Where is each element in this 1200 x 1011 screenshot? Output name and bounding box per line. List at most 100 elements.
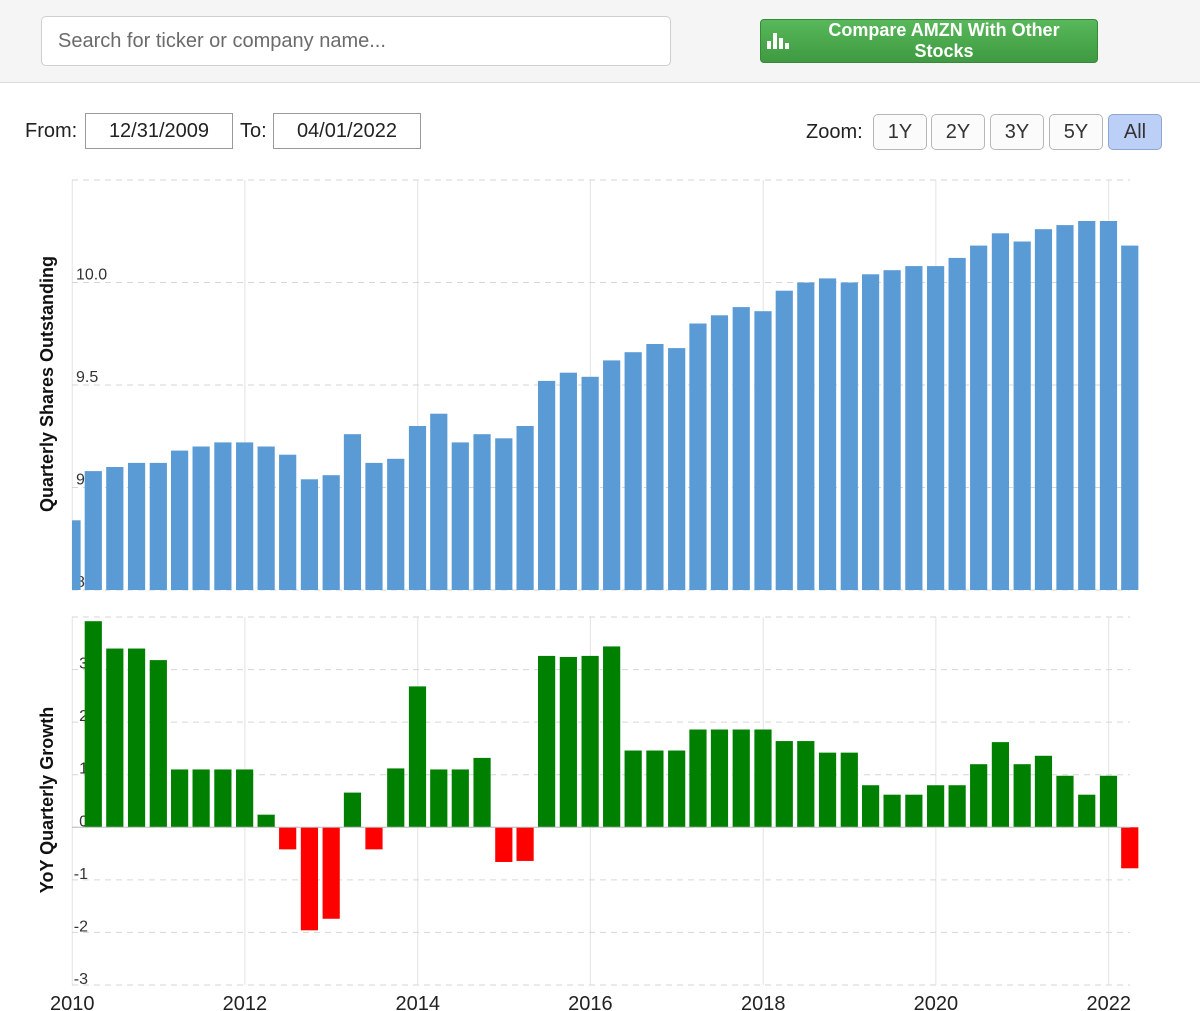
zoom-3y-button[interactable]: 3Y	[990, 114, 1044, 150]
growth-bar[interactable]	[948, 785, 966, 828]
growth-bar[interactable]	[127, 648, 146, 828]
shares-bar[interactable]	[559, 372, 577, 590]
growth-bar[interactable]	[365, 827, 383, 850]
growth-bar[interactable]	[840, 752, 858, 828]
shares-bar[interactable]	[451, 442, 469, 590]
growth-bar[interactable]	[322, 827, 340, 919]
growth-bar[interactable]	[149, 660, 167, 828]
growth-bar[interactable]	[559, 656, 577, 828]
shares-bar[interactable]	[732, 307, 750, 590]
shares-bar[interactable]	[970, 245, 988, 590]
shares-bar[interactable]	[1013, 241, 1031, 591]
growth-bar[interactable]	[451, 769, 469, 828]
zoom-2y-button[interactable]: 2Y	[931, 114, 985, 150]
shares-bar[interactable]	[797, 282, 815, 591]
growth-bar[interactable]	[905, 794, 923, 828]
growth-bar[interactable]	[408, 686, 427, 828]
growth-bar[interactable]	[775, 741, 793, 828]
shares-bar[interactable]	[775, 290, 793, 590]
compare-stocks-button[interactable]: Compare AMZN With Other Stocks	[760, 19, 1098, 63]
growth-bar[interactable]	[516, 827, 534, 861]
shares-bar[interactable]	[710, 315, 729, 590]
growth-bar[interactable]	[970, 764, 988, 828]
search-input[interactable]	[41, 16, 671, 66]
zoom-5y-button[interactable]: 5Y	[1049, 114, 1103, 150]
growth-bar[interactable]	[927, 785, 945, 828]
growth-bar[interactable]	[991, 742, 1010, 828]
growth-bar[interactable]	[603, 646, 621, 828]
growth-bar[interactable]	[754, 729, 772, 828]
growth-bar[interactable]	[192, 769, 210, 828]
to-date-input[interactable]	[273, 113, 421, 149]
shares-bar[interactable]	[948, 257, 966, 590]
growth-bar[interactable]	[170, 769, 189, 828]
shares-bar[interactable]	[689, 323, 707, 591]
shares-bar[interactable]	[668, 348, 686, 590]
growth-bar[interactable]	[214, 769, 232, 828]
shares-bar[interactable]	[840, 282, 858, 591]
shares-bar[interactable]	[927, 266, 945, 590]
shares-bar[interactable]	[516, 426, 534, 590]
shares-bar[interactable]	[279, 454, 297, 590]
shares-bar[interactable]	[387, 458, 405, 590]
growth-bar[interactable]	[473, 757, 491, 828]
shares-bar[interactable]	[192, 446, 210, 591]
growth-bar[interactable]	[430, 769, 448, 828]
shares-bar[interactable]	[408, 426, 427, 590]
shares-bar[interactable]	[257, 446, 275, 591]
growth-bar[interactable]	[710, 729, 729, 828]
growth-bar[interactable]	[1034, 755, 1053, 828]
shares-bar[interactable]	[624, 352, 642, 590]
growth-bar[interactable]	[1013, 764, 1031, 828]
growth-bar[interactable]	[581, 655, 599, 828]
growth-bar[interactable]	[646, 750, 664, 828]
shares-bar[interactable]	[603, 360, 621, 590]
shares-bar[interactable]	[127, 462, 146, 590]
shares-bar[interactable]	[1056, 225, 1074, 590]
growth-bar[interactable]	[538, 655, 556, 828]
growth-bar[interactable]	[279, 827, 297, 850]
shares-bar[interactable]	[495, 438, 513, 590]
growth-bar[interactable]	[883, 794, 901, 828]
shares-bar[interactable]	[214, 442, 232, 590]
shares-bar[interactable]	[149, 462, 167, 590]
shares-bar[interactable]	[430, 413, 448, 590]
growth-bar[interactable]	[797, 741, 815, 828]
growth-bar[interactable]	[818, 752, 837, 828]
zoom-1y-button[interactable]: 1Y	[873, 114, 927, 150]
growth-bar[interactable]	[624, 750, 642, 828]
growth-bar[interactable]	[387, 768, 405, 828]
shares-bar[interactable]	[343, 434, 362, 590]
growth-bar[interactable]	[1121, 827, 1139, 869]
shares-bar[interactable]	[818, 278, 837, 590]
from-date-input[interactable]	[85, 113, 233, 149]
shares-bar[interactable]	[170, 450, 189, 590]
growth-bar[interactable]	[495, 827, 513, 862]
growth-bar[interactable]	[236, 769, 254, 828]
growth-bar[interactable]	[1078, 794, 1096, 828]
shares-bar[interactable]	[84, 471, 102, 590]
growth-bar[interactable]	[689, 729, 707, 828]
zoom-all-button[interactable]: All	[1108, 114, 1162, 150]
growth-bar[interactable]	[861, 785, 880, 828]
shares-bar[interactable]	[72, 520, 81, 590]
growth-bar[interactable]	[732, 729, 750, 828]
shares-bar[interactable]	[581, 376, 599, 590]
shares-bar[interactable]	[236, 442, 254, 590]
shares-bar[interactable]	[1099, 221, 1118, 590]
growth-bar[interactable]	[668, 750, 686, 828]
shares-bar[interactable]	[538, 380, 556, 590]
growth-bar[interactable]	[84, 621, 102, 828]
shares-bar[interactable]	[646, 344, 664, 590]
shares-bar[interactable]	[861, 274, 880, 590]
shares-bar[interactable]	[991, 233, 1010, 591]
shares-bar[interactable]	[106, 467, 124, 590]
growth-bar[interactable]	[1056, 775, 1074, 828]
shares-bar[interactable]	[883, 270, 901, 590]
shares-bar[interactable]	[365, 462, 383, 590]
shares-bar[interactable]	[1078, 221, 1096, 590]
growth-bar[interactable]	[106, 648, 124, 828]
growth-bar[interactable]	[1099, 775, 1118, 828]
shares-bar[interactable]	[754, 311, 772, 590]
shares-bar[interactable]	[1121, 245, 1139, 590]
